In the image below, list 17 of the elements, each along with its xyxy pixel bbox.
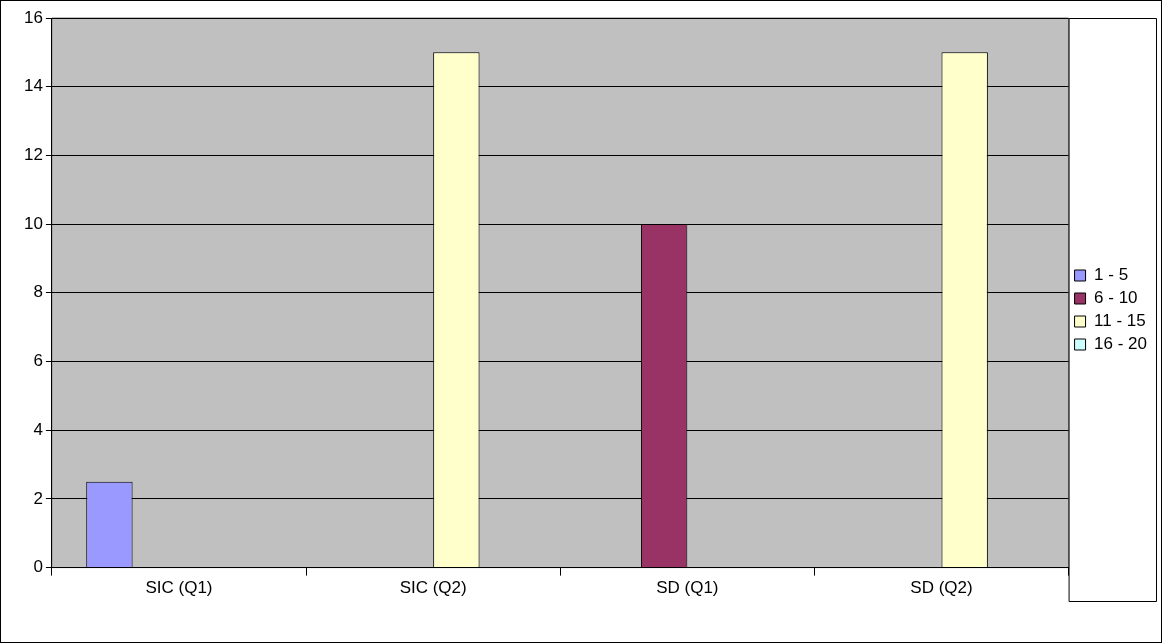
x-tick-label: SD (Q1): [656, 578, 719, 598]
y-tick-label: 16: [23, 7, 43, 27]
x-tick-label: SIC (Q1): [145, 578, 213, 598]
x-tick-label: SIC (Q2): [399, 578, 467, 598]
y-tick-label: 14: [23, 76, 43, 96]
legend-label: 6 - 10: [1094, 288, 1138, 308]
x-tick-label: SD (Q2): [910, 578, 973, 598]
y-tick-label: 10: [23, 213, 43, 233]
legend-label: 11 - 15: [1094, 311, 1146, 331]
y-tick-label: 4: [33, 419, 43, 439]
y-tick-label: 8: [33, 282, 43, 302]
y-tick-label: 0: [33, 557, 43, 577]
legend-label: 16 - 20: [1094, 334, 1148, 354]
legend-label: 1 - 5: [1094, 265, 1129, 285]
y-tick-label: 6: [33, 351, 43, 371]
y-tick-label: 2: [33, 488, 43, 508]
y-tick-label: 12: [23, 145, 43, 165]
